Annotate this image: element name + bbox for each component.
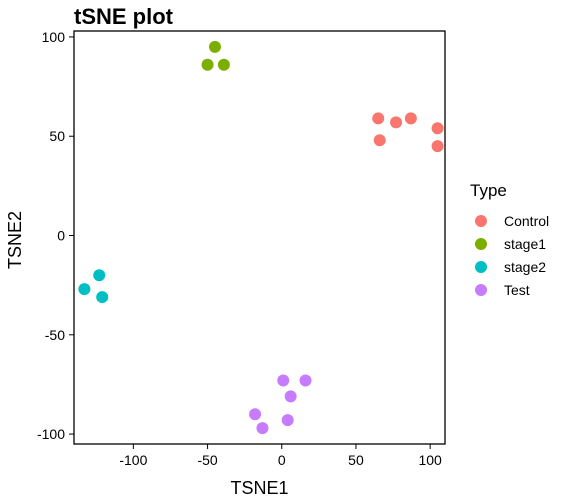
point-test [299, 374, 312, 387]
legend-label-control: Control [504, 213, 549, 229]
point-stage2 [93, 269, 106, 282]
y-axis: -100 -50 0 50 100 [37, 29, 74, 442]
legend: Type Control stage1 stage2 Test [470, 181, 549, 298]
point-test [249, 408, 262, 421]
x-tick-label: 100 [418, 452, 442, 468]
point-test [256, 422, 269, 435]
plot-panel-border [73, 30, 446, 445]
point-control [372, 112, 385, 125]
x-axis-title: TSNE1 [230, 478, 288, 498]
point-control [404, 112, 417, 125]
wechat-logo-icon [403, 462, 423, 482]
y-axis-title: TSNE2 [5, 211, 25, 269]
data-points [78, 40, 444, 435]
y-tick-label: -100 [37, 426, 65, 442]
point-test [281, 414, 294, 427]
y-tick-label: -50 [45, 327, 65, 343]
watermark-text: KS科研分享与服务 [426, 465, 526, 480]
x-tick-label: -100 [119, 452, 147, 468]
point-test [277, 374, 290, 387]
point-stage1 [208, 40, 221, 53]
point-control [390, 116, 403, 129]
point-stage1 [217, 58, 230, 71]
watermark: KS科研分享与服务 [403, 462, 526, 482]
legend-title: Type [470, 181, 507, 200]
point-control [431, 122, 444, 135]
legend-label-stage2: stage2 [504, 259, 546, 275]
x-tick-label: -50 [197, 452, 217, 468]
legend-label-test: Test [504, 282, 530, 298]
legend-label-stage1: stage1 [504, 236, 546, 252]
legend-key-test [475, 284, 487, 296]
legend-key-stage2 [475, 261, 487, 273]
legend-key-control [475, 215, 487, 227]
y-tick-label: 50 [49, 128, 65, 144]
x-tick-label: 0 [278, 452, 286, 468]
chart-title: tSNE plot [74, 4, 174, 29]
y-tick-label: 0 [57, 228, 65, 244]
point-stage2 [78, 283, 91, 296]
legend-key-stage1 [475, 238, 487, 250]
point-stage1 [201, 58, 214, 71]
point-control [373, 134, 386, 147]
point-stage2 [96, 291, 109, 304]
point-test [284, 390, 297, 403]
y-tick-label: 100 [42, 29, 66, 45]
x-tick-label: 50 [348, 452, 364, 468]
point-control [431, 140, 444, 153]
x-axis: -100 -50 0 50 100 [119, 444, 442, 468]
